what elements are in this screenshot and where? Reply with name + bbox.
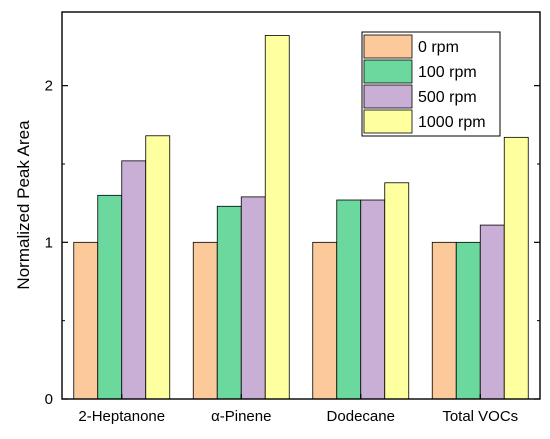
bar-3-3 (503, 136, 529, 400)
bar-2-0 (312, 241, 338, 400)
legend-label-2: 500 rpm (418, 89, 477, 106)
bar-2-2 (360, 199, 386, 400)
bar-3-1 (455, 241, 481, 400)
bar-3-0 (431, 241, 457, 400)
legend-label-0: 0 rpm (418, 39, 459, 56)
legend-swatch-3 (363, 109, 413, 134)
y-axis: 0 1 2 (45, 78, 540, 408)
bar-2-3 (384, 182, 410, 400)
legend-swatch-0 (363, 34, 413, 59)
bar-3-2 (479, 224, 505, 400)
x-tick-label: α-Pinene (211, 408, 271, 425)
plot-frame (61, 11, 541, 400)
bar-1-0 (192, 241, 218, 400)
bars-group (73, 35, 529, 400)
x-axis: 2-Heptanone α-Pinene Dodecane Total VOCs (78, 394, 518, 425)
legend-swatch-1 (363, 59, 413, 84)
bar-0-2 (121, 160, 147, 400)
bar-0-0 (73, 241, 99, 400)
x-tick-label: 2-Heptanone (78, 408, 165, 425)
bar-0-1 (97, 194, 123, 400)
y-tick-label: 2 (45, 78, 53, 95)
legend-swatch-2 (363, 84, 413, 109)
legend: 0 rpm 100 rpm 500 rpm 1000 rpm (361, 31, 501, 137)
bar-0-3 (145, 135, 171, 400)
y-tick-label: 0 (45, 391, 53, 408)
bar-2-1 (336, 199, 362, 400)
bar-1-1 (216, 205, 242, 400)
bar-1-3 (264, 35, 290, 400)
x-tick-label: Total VOCs (442, 408, 518, 425)
x-tick-label: Dodecane (327, 408, 395, 425)
legend-label-3: 1000 rpm (418, 114, 486, 131)
y-axis-title: Normalized Peak Area (14, 120, 33, 290)
y-tick-label: 1 (45, 234, 53, 251)
legend-label-1: 100 rpm (418, 64, 477, 81)
bar-1-2 (240, 196, 266, 400)
